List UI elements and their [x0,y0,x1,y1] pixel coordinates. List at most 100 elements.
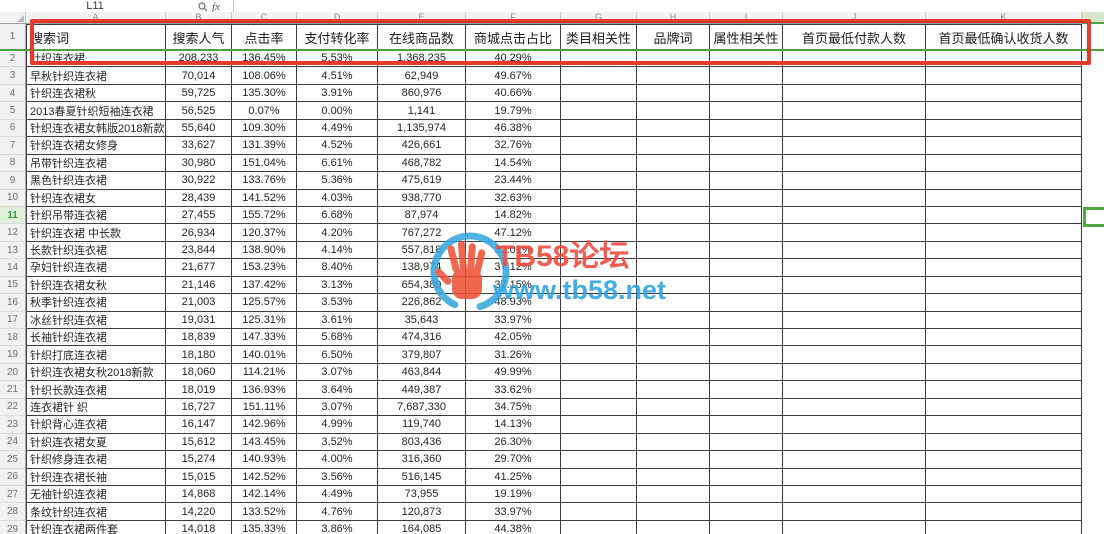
cell[interactable] [710,259,783,277]
row-number[interactable]: 21 [0,381,26,399]
cell[interactable] [561,50,637,68]
cell[interactable]: 4.51% [297,67,378,85]
cell[interactable]: 21,003 [166,294,232,312]
cell[interactable] [926,485,1082,504]
cell[interactable]: 29.70% [466,451,561,469]
cell[interactable]: 3.07% [297,363,378,382]
row-number[interactable]: 15 [0,276,26,295]
cell[interactable] [637,398,710,417]
cell[interactable]: 18,060 [166,363,232,382]
cell[interactable] [926,154,1082,173]
cell[interactable]: 938,770 [378,189,466,207]
column-header-C[interactable]: C [232,12,297,23]
cell[interactable] [926,468,1082,486]
cell[interactable] [561,363,637,382]
cell[interactable]: 4.00% [297,451,378,469]
cell[interactable] [637,154,710,173]
cell[interactable] [561,206,637,225]
cell[interactable] [926,311,1082,329]
cell[interactable]: 164,085 [378,520,466,534]
cell[interactable]: 21,677 [166,259,232,277]
cell[interactable]: 42.05% [466,329,561,347]
cell[interactable] [710,363,783,382]
cell[interactable] [561,189,637,207]
cell[interactable]: 18,839 [166,329,232,347]
cell[interactable]: 87,974 [378,206,466,225]
cell[interactable]: 18,019 [166,381,232,399]
cell[interactable]: 147.33% [232,329,297,347]
cell[interactable] [783,189,926,207]
row-number[interactable]: 20 [0,363,26,382]
cell[interactable]: 142.96% [232,416,297,434]
cell[interactable]: 15,274 [166,451,232,469]
cell[interactable]: 针织连衣裙两件套 [26,520,166,534]
column-header-B[interactable]: B [166,12,232,23]
cell[interactable]: 33,627 [166,137,232,155]
cell[interactable] [783,468,926,486]
cell[interactable] [783,259,926,277]
row-number[interactable]: 28 [0,503,26,521]
cell[interactable] [783,503,926,521]
cell[interactable] [783,381,926,399]
cell[interactable]: 449,387 [378,381,466,399]
cell[interactable]: 140.01% [232,346,297,364]
cell[interactable] [926,451,1082,469]
cell[interactable] [637,329,710,347]
cell[interactable] [561,433,637,452]
cell[interactable] [710,329,783,347]
cell[interactable]: 55,640 [166,119,232,138]
cell[interactable]: 40.66% [466,84,561,103]
cell[interactable]: 32.63% [466,189,561,207]
cell[interactable]: 463,844 [378,363,466,382]
cell[interactable]: 16,727 [166,398,232,417]
cell[interactable]: 125.31% [232,311,297,329]
cell[interactable]: 62,949 [378,67,466,85]
cell[interactable]: 120,873 [378,503,466,521]
row-number[interactable]: 11 [0,206,26,225]
cell[interactable]: 4.49% [297,119,378,138]
cell[interactable]: 26,934 [166,224,232,242]
cell[interactable]: 14.13% [466,416,561,434]
column-header-K[interactable]: K [926,12,1082,23]
cell[interactable]: 32.01% [466,241,561,260]
cell[interactable] [561,137,637,155]
cell[interactable] [637,294,710,312]
row-number[interactable]: 4 [0,84,26,103]
header-cell[interactable]: 搜索人气 [166,24,232,50]
cell[interactable]: 33.62% [466,381,561,399]
header-cell[interactable]: 商城点击占比 [466,24,561,50]
cell[interactable]: 138.90% [232,241,297,260]
cell[interactable]: 33.97% [466,503,561,521]
cell[interactable] [783,172,926,190]
cell[interactable] [710,84,783,103]
header-cell[interactable]: 类目相关性 [561,24,637,50]
cell[interactable]: 133.52% [232,503,297,521]
cell[interactable] [926,206,1082,225]
cell[interactable]: 3.91% [297,84,378,103]
cell[interactable] [637,137,710,155]
column-header-G[interactable]: G [561,12,637,23]
cell[interactable]: 28,439 [166,189,232,207]
cell[interactable]: 0.07% [232,102,297,120]
row-number[interactable]: 6 [0,119,26,138]
column-header-D[interactable]: D [297,12,378,23]
cell[interactable]: 针织连衣裙秋 [26,84,166,103]
cell[interactable]: 14,220 [166,503,232,521]
magnifier-icon[interactable] [198,2,208,12]
cell[interactable]: 冰丝针织连衣裙 [26,311,166,329]
cell[interactable]: 135.33% [232,520,297,534]
cell[interactable]: 46.38% [466,119,561,138]
cell[interactable]: 19.79% [466,102,561,120]
cell[interactable]: 3.56% [297,468,378,486]
cell[interactable] [637,206,710,225]
cell[interactable]: 0.00% [297,102,378,120]
cell[interactable]: 136.93% [232,381,297,399]
cell[interactable]: 138,974 [378,259,466,277]
cell[interactable]: 133.76% [232,172,297,190]
name-box[interactable]: L11 [86,0,104,12]
cell[interactable]: 4.14% [297,241,378,260]
header-cell[interactable]: 点击率 [232,24,297,50]
cell[interactable]: 30,980 [166,154,232,173]
cell[interactable] [637,311,710,329]
column-header-A[interactable]: A [26,12,166,23]
